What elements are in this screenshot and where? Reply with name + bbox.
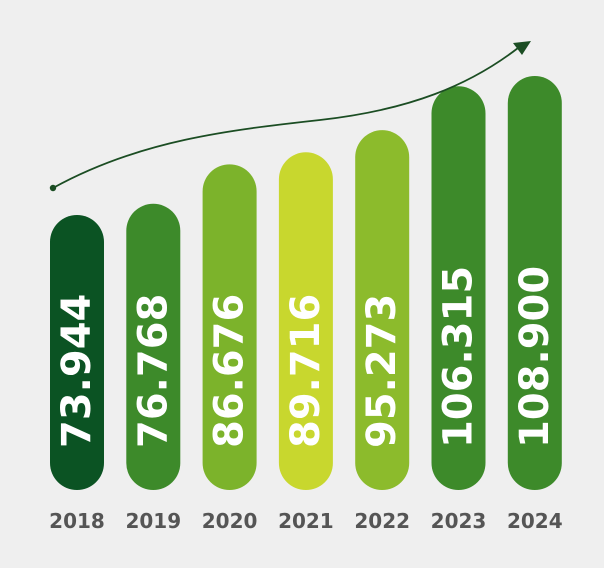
bar-value-label-2020: 86.676 xyxy=(207,294,253,448)
bar-2020 xyxy=(202,164,257,490)
bar-value-label-2023: 106.315 xyxy=(436,266,482,448)
x-tick-label-2018: 2018 xyxy=(49,509,105,533)
x-tick-label-2022: 2022 xyxy=(354,509,410,533)
bar-value-label-2018: 73.944 xyxy=(54,294,100,448)
bars-group xyxy=(50,76,562,491)
x-tick-label-2020: 2020 xyxy=(202,509,258,533)
bar-2022 xyxy=(355,130,410,491)
trend-arrow-start-dot xyxy=(49,184,57,192)
trend-arrow-line xyxy=(52,47,519,189)
trend-arrow-head xyxy=(513,41,531,55)
x-tick-label-2024: 2024 xyxy=(507,509,563,533)
bar-2024 xyxy=(507,76,562,490)
bar-2019 xyxy=(126,203,181,490)
bar-2023 xyxy=(431,86,486,491)
bar-value-label-2021: 89.716 xyxy=(283,294,329,448)
bar-value-label-2022: 95.273 xyxy=(359,294,405,448)
bar-value-label-2019: 76.768 xyxy=(130,294,176,448)
year-labels-group: 2018 2019 2020 2021 2022 2023 2024 xyxy=(49,509,562,533)
bar-2018 xyxy=(50,215,104,490)
bar-value-label-2024: 108.900 xyxy=(512,266,558,448)
x-tick-label-2023: 2023 xyxy=(431,509,487,533)
value-labels-group: 73.944 76.768 86.676 89.716 95.273 106.315 108… xyxy=(54,266,558,448)
x-tick-label-2021: 2021 xyxy=(278,509,334,533)
bar-2021 xyxy=(278,152,333,490)
x-tick-label-2019: 2019 xyxy=(125,509,181,533)
